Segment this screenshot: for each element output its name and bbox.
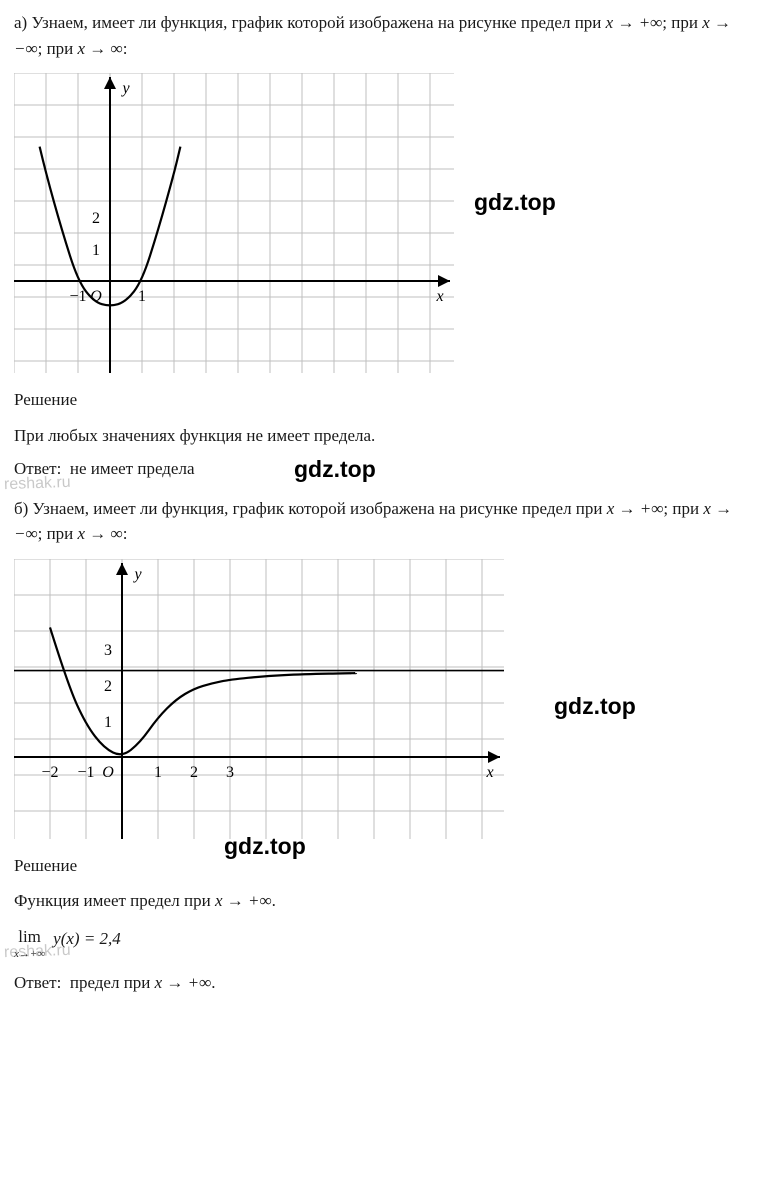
sol-prefix: Функция имеет предел при: [14, 891, 215, 910]
answer-label: Ответ:: [14, 459, 61, 478]
cond1: x → +∞: [606, 13, 663, 32]
svg-text:1: 1: [92, 242, 100, 259]
chart-b-container: −2−1123123Oxy gdz.top gdz.top: [14, 559, 763, 839]
part-b-answer: Ответ: предел при x → +∞.: [14, 970, 763, 996]
part-a-solution-label: Решение: [14, 387, 763, 413]
svg-text:1: 1: [138, 288, 146, 305]
chart-a: −1 1 1 2 Ox y: [14, 73, 454, 373]
part-a-prompt: а) Узнаем, имеет ли функция, график кото…: [14, 10, 763, 61]
limit-lim: lim: [18, 927, 41, 946]
sol-cond: x → +∞: [215, 891, 272, 910]
answer-label: Ответ:: [14, 973, 61, 992]
cond1: x → +∞: [607, 499, 664, 518]
part-b-prompt: б) Узнаем, имеет ли функция, график кото…: [14, 496, 763, 547]
svg-text:x: x: [485, 764, 493, 781]
sol-suffix: .: [272, 891, 276, 910]
answer-suffix: .: [211, 973, 215, 992]
prompt-prefix: а) Узнаем, имеет ли функция, график кото…: [14, 13, 606, 32]
part-a-solution-text: При любых значениях функция не имеет пре…: [14, 423, 763, 449]
sep1: ; при: [663, 499, 703, 518]
answer-text: не имеет предела: [70, 459, 195, 478]
cond3: x → ∞: [78, 39, 123, 58]
svg-text:3: 3: [104, 642, 112, 659]
suffix: :: [123, 39, 128, 58]
limit-expression: lim x→+∞ y(x) = 2,4: [14, 924, 763, 961]
limit-sub: x→+∞: [14, 949, 45, 960]
svg-text:3: 3: [226, 764, 234, 781]
svg-text:−1: −1: [77, 764, 94, 781]
part-a-answer: Ответ: не имеет предела: [14, 456, 763, 482]
svg-text:y: y: [132, 566, 142, 583]
svg-text:y: y: [120, 80, 130, 97]
answer-cond: x → +∞: [155, 973, 212, 992]
svg-text:2: 2: [104, 678, 112, 695]
watermark-gdz: gdz.top: [554, 689, 636, 724]
svg-text:O: O: [102, 764, 114, 781]
svg-text:x: x: [435, 288, 443, 305]
part-b-solution-label: Решение: [14, 853, 763, 879]
cond3: x → ∞: [78, 524, 123, 543]
prompt-prefix: б) Узнаем, имеет ли функция, график кото…: [14, 499, 607, 518]
svg-text:−1: −1: [69, 288, 86, 305]
sep2: ; при: [38, 39, 78, 58]
sep2: ; при: [38, 524, 78, 543]
svg-text:2: 2: [92, 210, 100, 227]
part-b-solution-text: Функция имеет предел при x → +∞.: [14, 888, 763, 914]
svg-text:O: O: [90, 288, 102, 305]
answer-text-prefix: предел при: [70, 973, 155, 992]
limit-func: y(x) = 2,4: [53, 924, 121, 952]
svg-text:1: 1: [154, 764, 162, 781]
svg-text:1: 1: [104, 714, 112, 731]
watermark-gdz: gdz.top: [474, 185, 556, 220]
suffix: :: [123, 524, 128, 543]
svg-text:2: 2: [190, 764, 198, 781]
chart-a-container: −1 1 1 2 Ox y gdz.top: [14, 73, 763, 373]
sep1: ; при: [662, 13, 702, 32]
chart-b: −2 −1 1 2 3 1 2 3 Ox y: [14, 559, 504, 839]
svg-text:−2: −2: [41, 764, 58, 781]
